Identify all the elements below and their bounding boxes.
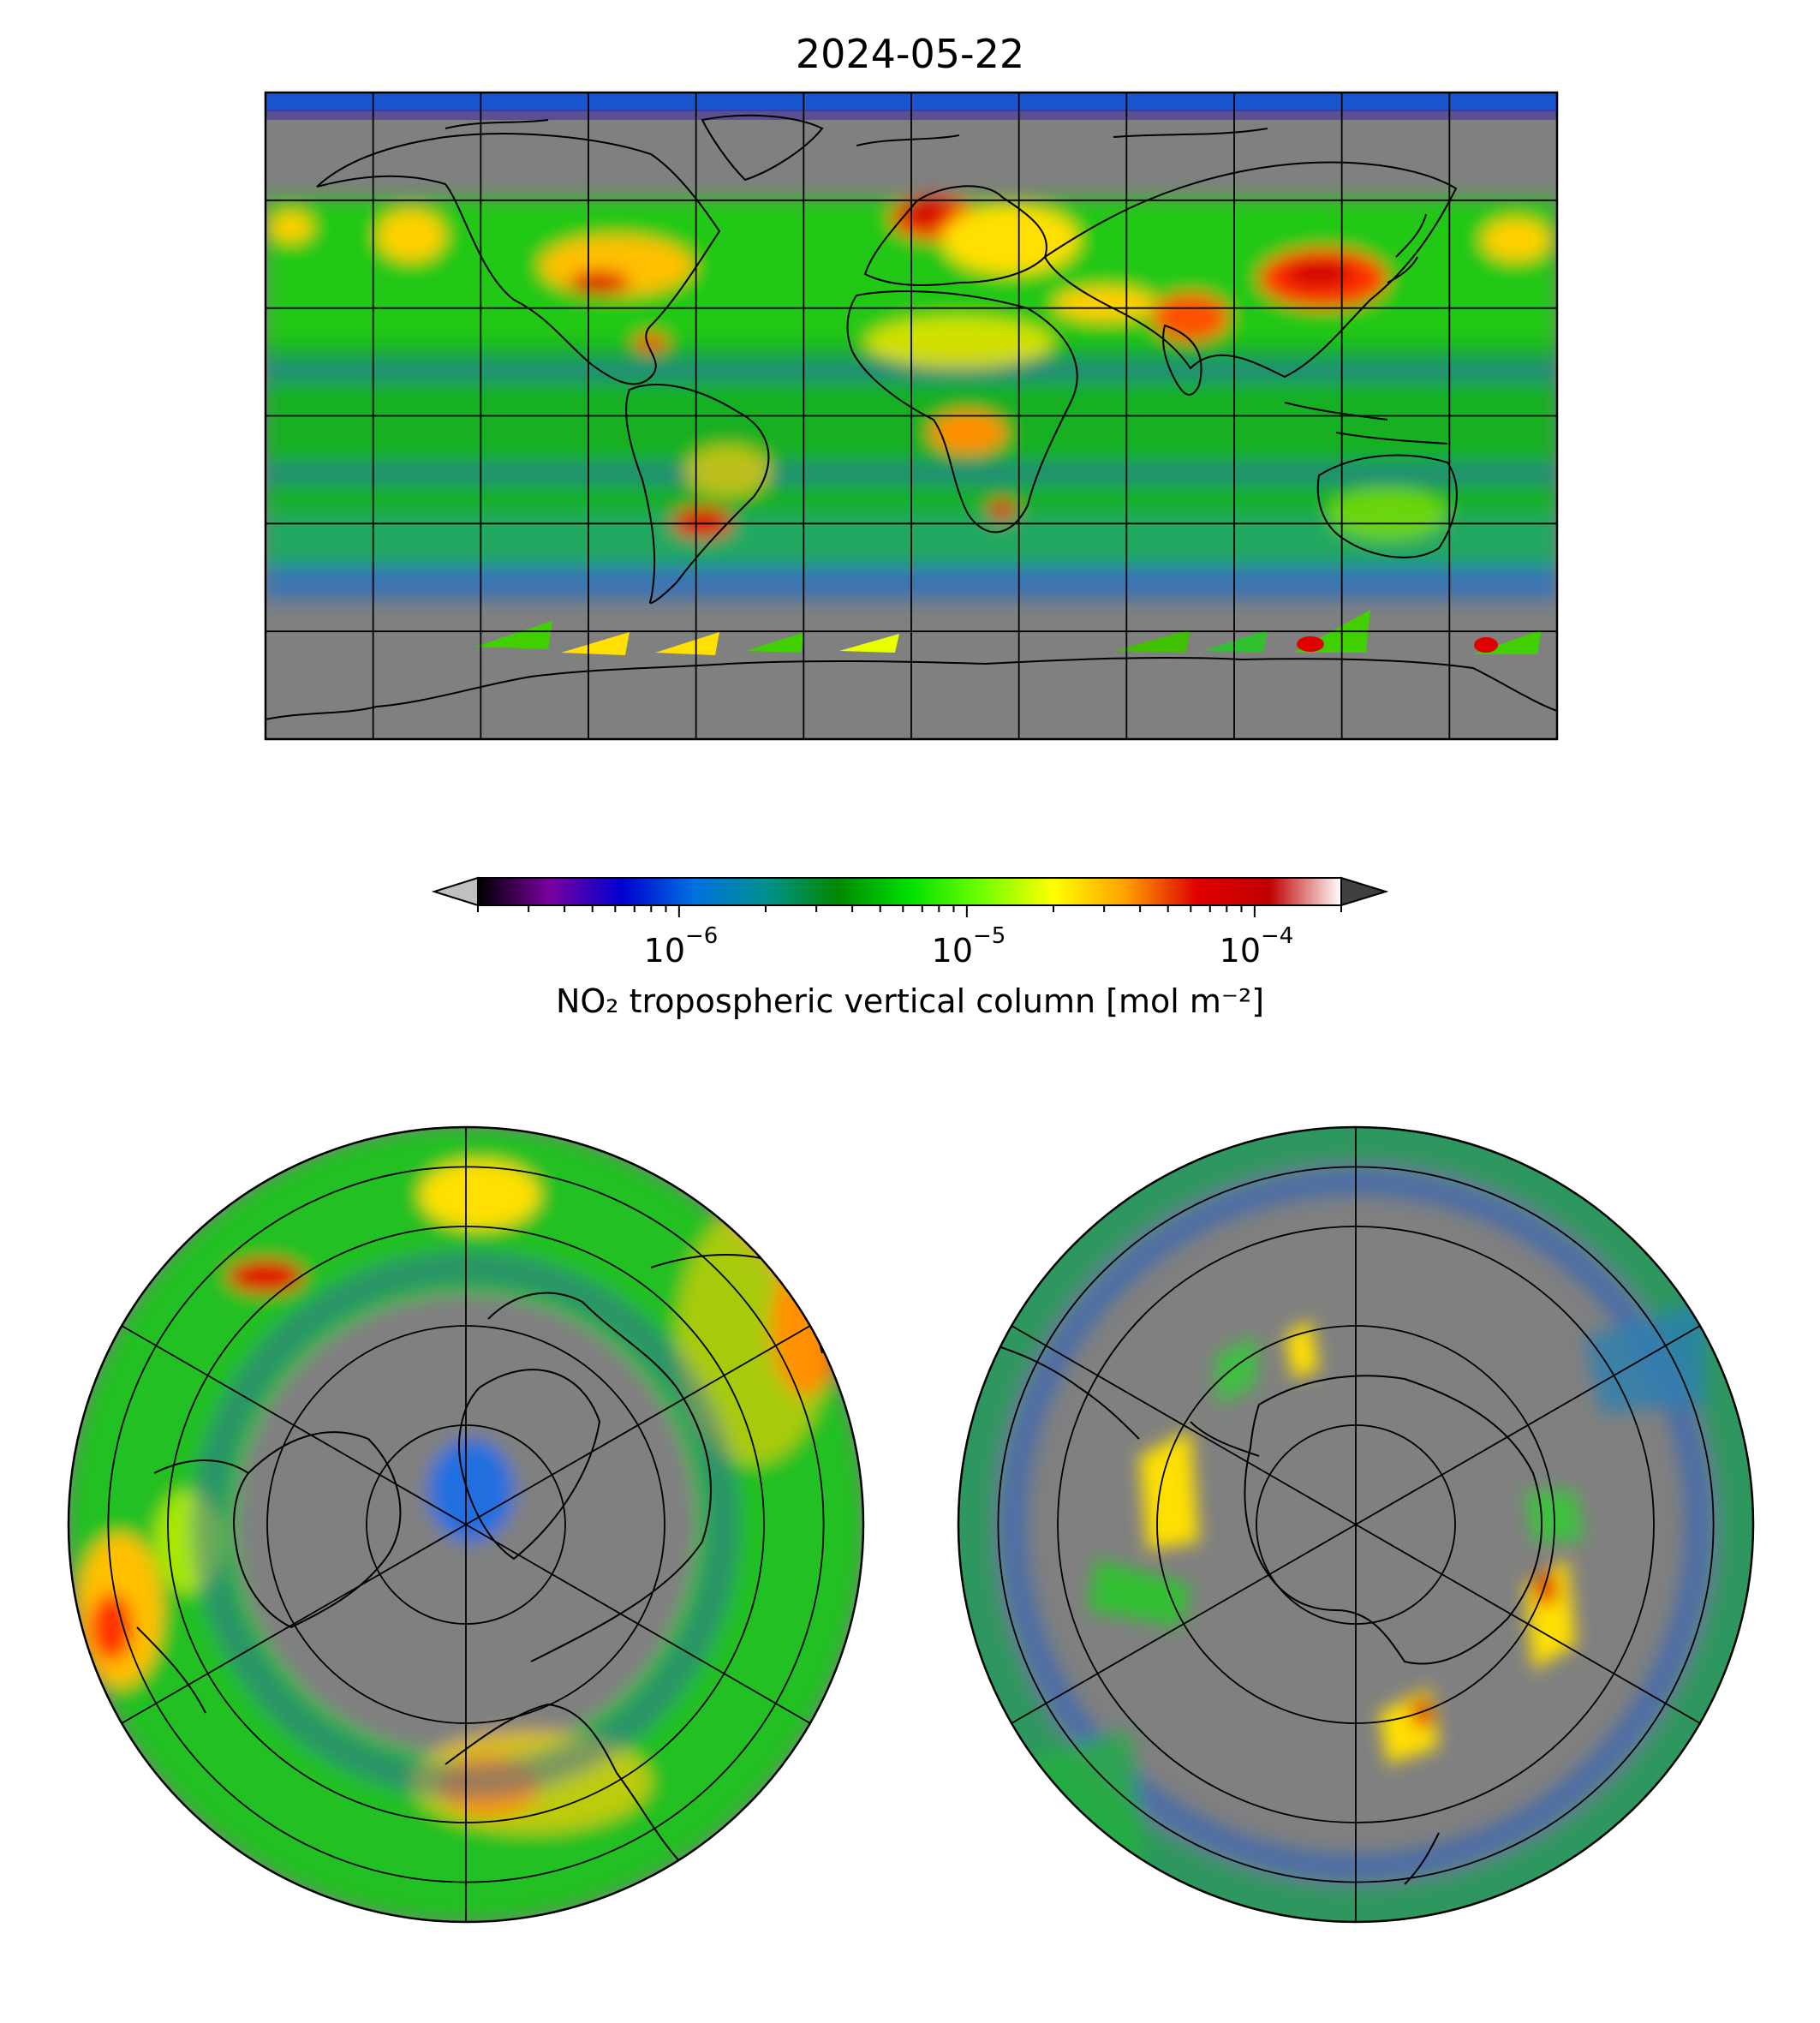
south-coast-new-zealand: [1404, 1832, 1440, 1885]
coast-north-america: [316, 133, 721, 385]
hotspot-na-core: [570, 271, 630, 295]
swath-3: [655, 632, 719, 655]
south-frame: [957, 1125, 1755, 1924]
colorbar-label: NO₂ tropospheric vertical column [mol m⁻…: [555, 982, 1265, 1020]
figure-title: 2024-05-22: [795, 31, 1025, 77]
north-pole-blue: [428, 1439, 514, 1542]
south-hot-d: [1411, 1698, 1432, 1728]
colorbar: [431, 876, 1389, 917]
hotspot-pacific-ne: [1482, 218, 1550, 261]
north-yellow-1: [420, 1161, 540, 1229]
colorbar-gradient: [478, 878, 1341, 905]
north-coast-eurasia: [487, 1292, 712, 1662]
south-swath-i: [1002, 1730, 1148, 1884]
map-frame: [264, 91, 1559, 741]
colorbar-tick-label-2: 10−4: [1219, 922, 1294, 970]
meridian-spoke: [1355, 1524, 1701, 1724]
hotspot-central-africa: [929, 411, 1006, 454]
hotspot-central-america: [634, 334, 668, 351]
north-hot-america-core: [90, 1593, 133, 1662]
colorbar-under-arrow: [431, 876, 479, 907]
swath-8-hot: [1297, 636, 1324, 652]
meridian-spoke: [121, 1524, 467, 1724]
meridian-spoke: [1011, 1325, 1357, 1525]
meridian-spoke: [465, 1325, 811, 1525]
coast-arctic: [445, 119, 1268, 146]
hotspot-pacific-nw: [270, 212, 313, 242]
south-swath-e: [1285, 1319, 1319, 1379]
meridian-spoke: [121, 1325, 467, 1525]
hotspot-brazil: [685, 445, 771, 497]
colorbar-ticks: [477, 905, 1342, 917]
colorbar-frame: [477, 877, 1342, 906]
north-coast-greenland: [458, 1369, 601, 1561]
north-frame: [67, 1125, 865, 1924]
south-swath-a: [1139, 1430, 1199, 1550]
hotspot-russia: [942, 206, 1079, 274]
hotspot-north-america-west: [377, 210, 445, 261]
south-polar-map: [957, 1125, 1755, 1924]
coast-south-america: [624, 384, 770, 604]
south-coast-antarctica: [1244, 1375, 1543, 1665]
north-coast-europe: [445, 1703, 686, 1868]
north-gridlines: [107, 1127, 825, 1922]
north-hot-pacific: [227, 1259, 304, 1293]
south-swath-b: [1088, 1559, 1190, 1627]
coast-japan: [1387, 213, 1427, 283]
meridian-spoke: [1355, 1325, 1701, 1525]
global-gridlines: [266, 92, 1557, 739]
swath-7: [1203, 630, 1268, 653]
swath-6: [1113, 630, 1190, 653]
south-swath-f: [1216, 1336, 1259, 1405]
coast-australia: [1316, 454, 1458, 558]
south-gridlines: [997, 1127, 1715, 1922]
global-coastlines: [266, 114, 1557, 720]
north-polar-map: [67, 1125, 865, 1924]
hotspot-south-america: [672, 507, 732, 538]
south-coast-peninsula: [1190, 1421, 1260, 1457]
global-map: [264, 91, 1559, 741]
swath-2: [561, 632, 630, 655]
meridian-spoke: [465, 1524, 811, 1724]
hotspot-india: [1152, 293, 1229, 341]
coast-greenland: [701, 114, 824, 182]
hotspot-south-africa: [988, 499, 1016, 520]
swath-4: [745, 632, 805, 653]
hotspot-china-core: [1285, 260, 1353, 288]
south-hot-c: [1534, 1572, 1558, 1606]
hotspot-europe-core: [899, 201, 951, 227]
swath-1: [475, 621, 552, 649]
colorbar-tick-label-0: 10−6: [643, 922, 719, 970]
north-coast-alaska: [136, 1459, 249, 1714]
meridian-spoke: [1011, 1524, 1357, 1724]
colorbar-tick-label-1: 10−5: [931, 922, 1006, 970]
hotspot-australia: [1328, 488, 1447, 540]
colorbar-over-arrow: [1340, 876, 1389, 907]
coast-antarctica: [266, 656, 1557, 720]
coast-indonesia: [1284, 402, 1448, 445]
coast-asia: [1043, 161, 1458, 379]
coast-india: [1162, 324, 1202, 396]
hotspot-sahara: [865, 317, 1053, 368]
swath-9-hot: [1474, 637, 1498, 653]
swath-5: [839, 634, 899, 653]
